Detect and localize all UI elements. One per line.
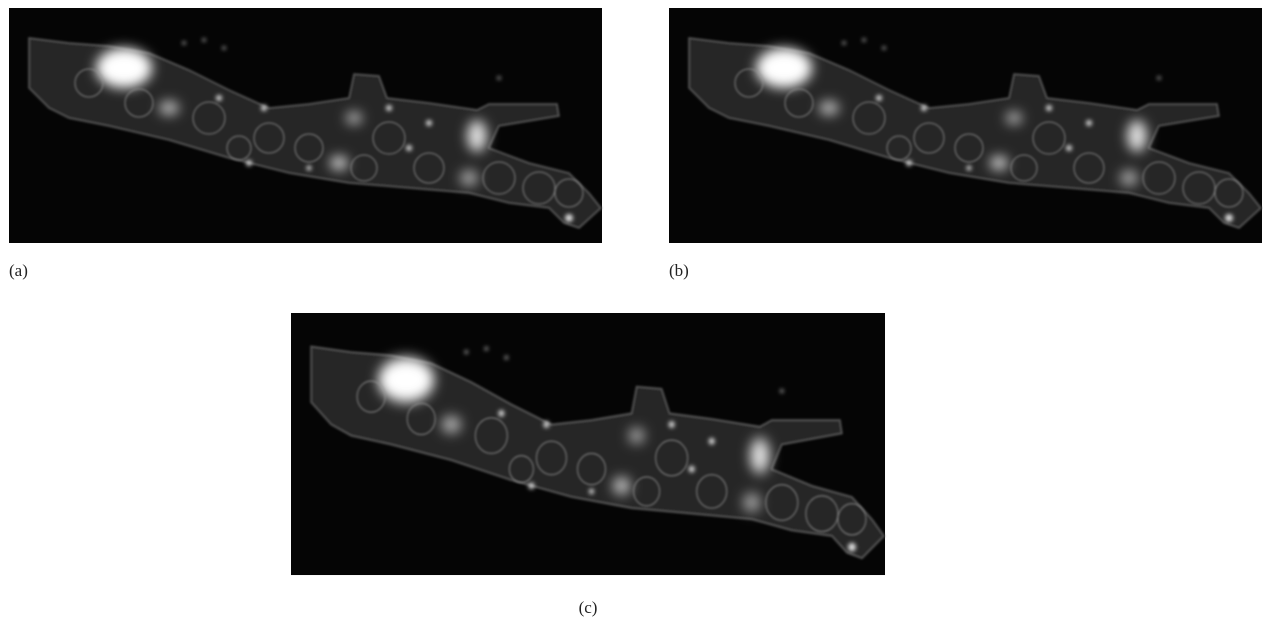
page: (a) (b) (c) (() => { const data = JSON.p… bbox=[0, 0, 1263, 622]
image-panel-a bbox=[9, 8, 602, 243]
panel-label: (b) bbox=[669, 261, 689, 280]
figure: (a) (b) (c) bbox=[0, 0, 1263, 622]
image-panel-c bbox=[291, 313, 885, 575]
panel-label: (a) bbox=[9, 261, 28, 280]
panel-label: (c) bbox=[579, 598, 598, 617]
image-panel-b bbox=[669, 8, 1262, 243]
